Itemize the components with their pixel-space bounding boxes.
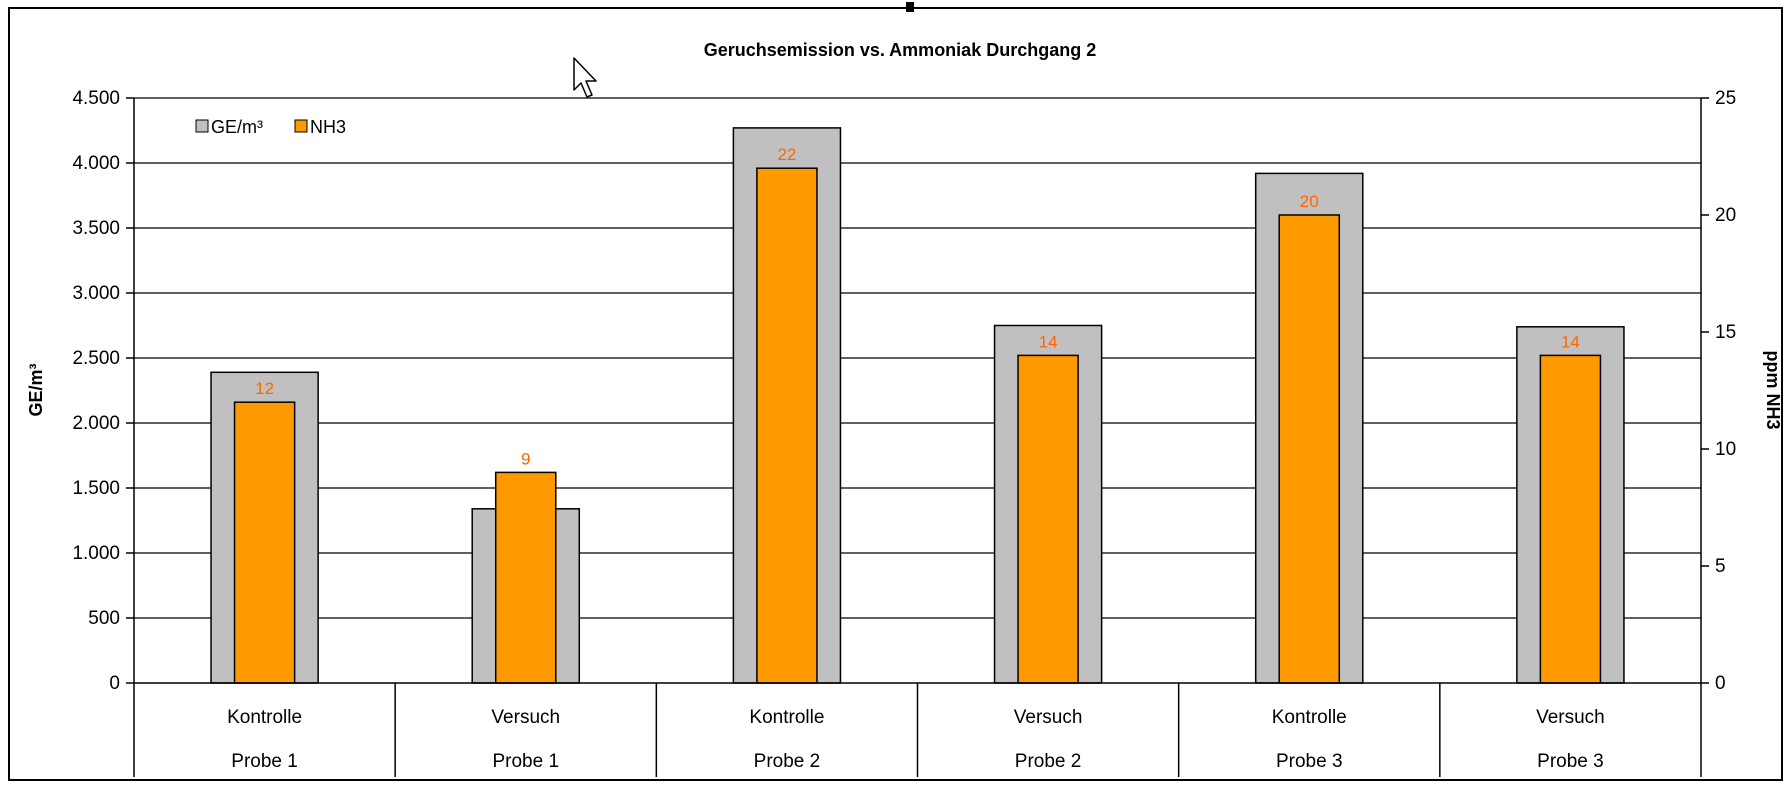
y-tick-left-label: 4.500 xyxy=(72,88,120,109)
category-label-top: Kontrolle xyxy=(227,707,302,728)
gridlines xyxy=(134,97,1701,619)
category-label-top: Kontrolle xyxy=(1272,707,1347,728)
legend-label-nh3: NH3 xyxy=(310,117,346,137)
category-labels: Kontrolle Probe 1 Versuch Probe 1 Kontrolle P… xyxy=(133,683,1702,777)
y-tick-left-label: 1.000 xyxy=(72,543,120,564)
nh3-data-label: 20 xyxy=(1300,192,1319,211)
nh3-series-bars xyxy=(233,167,1602,684)
category-label-bottom: Probe 3 xyxy=(1276,751,1343,772)
nh3-bar xyxy=(494,471,557,684)
y-tick-left-label: 2.000 xyxy=(72,413,120,434)
y-tick-right-label: 10 xyxy=(1715,439,1736,460)
nh3-data-label: 9 xyxy=(521,449,530,468)
y-tick-right-label: 25 xyxy=(1715,88,1736,109)
y-tick-left-label: 500 xyxy=(88,608,120,629)
nh3-data-label: 22 xyxy=(777,145,796,164)
category-label-bottom: Probe 1 xyxy=(231,751,298,772)
nh3-bar xyxy=(756,167,818,684)
y-tick-left-label: 1.500 xyxy=(72,478,120,499)
legend-swatch-nh3 xyxy=(294,119,308,133)
y-tick-right-label: 20 xyxy=(1715,205,1736,226)
y-ticks-right: 0 5 10 15 20 25 xyxy=(1701,88,1736,694)
legend: GE/m³ NH3 xyxy=(195,117,346,137)
y-tick-right-label: 0 xyxy=(1715,673,1726,694)
y-tick-left-label: 2.500 xyxy=(72,348,120,369)
nh3-bar xyxy=(1017,354,1079,684)
nh3-data-label: 14 xyxy=(1039,332,1058,351)
top-marker xyxy=(906,2,914,12)
y-tick-left-label: 0 xyxy=(109,673,120,694)
category-label-top: Kontrolle xyxy=(749,707,824,728)
category-label-top: Versuch xyxy=(1014,707,1083,728)
y-tick-right-label: 5 xyxy=(1715,556,1726,577)
nh3-data-label: 14 xyxy=(1561,332,1580,351)
category-label-bottom: Probe 2 xyxy=(1015,751,1082,772)
y-axis-title-right: ppm NH3 xyxy=(1763,350,1783,429)
nh3-bar xyxy=(1278,214,1341,684)
category-label-top: Versuch xyxy=(1536,707,1605,728)
legend-swatch-ge xyxy=(195,119,209,133)
y-axis-title-left: GE/m³ xyxy=(26,363,46,416)
category-label-bottom: Probe 2 xyxy=(754,751,821,772)
nh3-bar xyxy=(1539,354,1602,684)
mouse-cursor-icon xyxy=(573,57,597,98)
nh3-data-label: 12 xyxy=(255,379,274,398)
category-label-top: Versuch xyxy=(491,707,560,728)
y-tick-left-label: 3.500 xyxy=(72,218,120,239)
y-tick-left-label: 3.000 xyxy=(72,283,120,304)
category-label-bottom: Probe 3 xyxy=(1537,751,1604,772)
y-tick-right-label: 15 xyxy=(1715,322,1736,343)
y-tick-left-label: 4.000 xyxy=(72,153,120,174)
nh3-data-labels: 12 9 22 14 20 14 xyxy=(255,145,1580,468)
legend-label-ge: GE/m³ xyxy=(211,117,263,137)
y-ticks-left: 0 500 1.000 1.500 2.000 2.500 3.000 3.500 4.000 4… xyxy=(72,88,134,694)
category-label-bottom: Probe 1 xyxy=(492,751,559,772)
chart-title: Geruchsemission vs. Ammoniak Durchgang 2 xyxy=(704,40,1096,60)
nh3-bar xyxy=(233,401,296,684)
